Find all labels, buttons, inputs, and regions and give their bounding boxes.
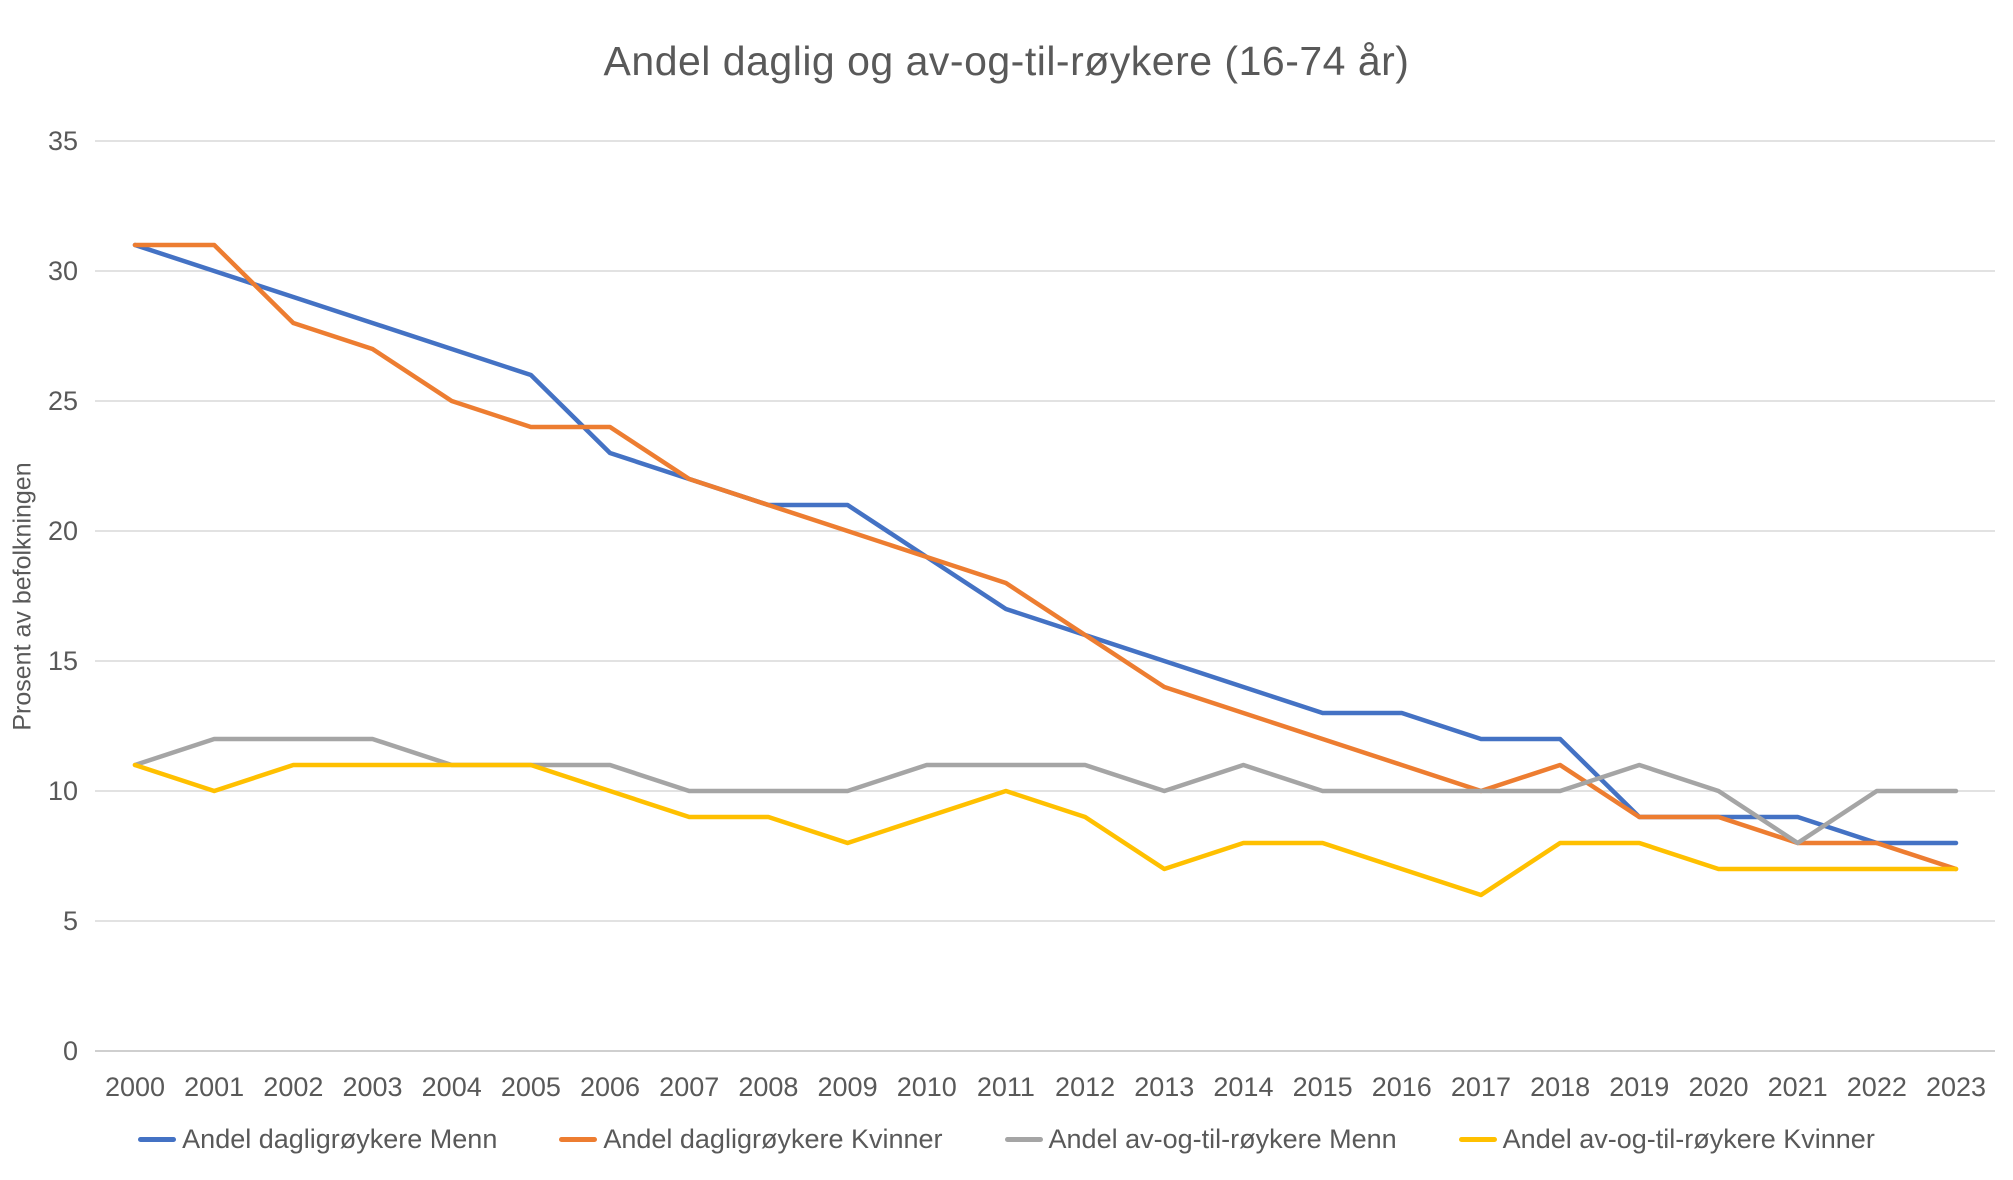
x-tick-label: 2008 bbox=[738, 1072, 798, 1102]
legend-label: Andel dagligrøykere Kvinner bbox=[603, 1124, 943, 1154]
y-tick-label: 5 bbox=[63, 906, 78, 936]
legend-line-marker bbox=[559, 1137, 598, 1142]
y-tick-label: 30 bbox=[48, 256, 78, 286]
x-tick-label: 2011 bbox=[977, 1072, 1035, 1102]
x-tick-label: 2001 bbox=[184, 1072, 244, 1102]
x-tick-label: 2010 bbox=[897, 1072, 957, 1102]
x-tick-label: 2018 bbox=[1530, 1072, 1590, 1102]
y-tick-label: 10 bbox=[48, 776, 78, 806]
x-tick-label: 2022 bbox=[1847, 1072, 1907, 1102]
legend: Andel dagligrøykere Menn Andel dagligrøyk… bbox=[0, 1124, 2013, 1155]
x-tick-label: 2002 bbox=[263, 1072, 323, 1102]
series-line-3 bbox=[132, 736, 1959, 846]
x-tick-label: 2017 bbox=[1451, 1072, 1511, 1102]
x-tick-label: 2019 bbox=[1609, 1072, 1669, 1102]
legend-item-4: Andel av-og-til-røykere Kvinner bbox=[1458, 1124, 1875, 1155]
y-tick-label: 15 bbox=[48, 646, 78, 676]
x-tick-label: 2006 bbox=[580, 1072, 640, 1102]
legend-label: Andel av-og-til-røykere Kvinner bbox=[1502, 1124, 1875, 1154]
y-tick-label: 25 bbox=[48, 386, 78, 416]
x-tick-label: 2012 bbox=[1055, 1072, 1115, 1102]
x-tick-label: 2015 bbox=[1293, 1072, 1353, 1102]
legend-label: Andel av-og-til-røykere Menn bbox=[1048, 1124, 1397, 1154]
x-tick-label: 2000 bbox=[105, 1072, 165, 1102]
series-line-1 bbox=[132, 242, 1959, 846]
x-tick-label: 2020 bbox=[1688, 1072, 1748, 1102]
x-tick-label: 2004 bbox=[422, 1072, 482, 1102]
legend-line-marker bbox=[138, 1137, 177, 1142]
x-tick-label: 2016 bbox=[1372, 1072, 1432, 1102]
y-tick-label: 35 bbox=[48, 126, 78, 156]
legend-item-1: Andel dagligrøykere Menn bbox=[138, 1124, 497, 1155]
legend-label: Andel dagligrøykere Menn bbox=[182, 1124, 498, 1154]
series-line-2 bbox=[132, 242, 1959, 872]
x-tick-label: 2021 bbox=[1768, 1072, 1828, 1102]
x-tick-label: 2003 bbox=[342, 1072, 402, 1102]
x-tick-label: 2009 bbox=[818, 1072, 878, 1102]
x-tick-label: 2014 bbox=[1213, 1072, 1273, 1102]
x-tick-label: 2013 bbox=[1134, 1072, 1194, 1102]
series-line-4 bbox=[132, 762, 1959, 898]
x-tick-label: 2023 bbox=[1926, 1072, 1986, 1102]
legend-line-marker bbox=[1458, 1137, 1497, 1142]
legend-line-marker bbox=[1004, 1137, 1043, 1142]
x-tick-label: 2005 bbox=[501, 1072, 561, 1102]
x-tick-label: 2007 bbox=[659, 1072, 719, 1102]
legend-item-3: Andel av-og-til-røykere Menn bbox=[1004, 1124, 1397, 1155]
legend-item-2: Andel dagligrøykere Kvinner bbox=[559, 1124, 943, 1155]
y-tick-label: 0 bbox=[63, 1036, 78, 1066]
y-tick-label: 20 bbox=[48, 516, 78, 546]
chart-title: Andel daglig og av-og-til-røykere (16-74… bbox=[603, 38, 1410, 84]
